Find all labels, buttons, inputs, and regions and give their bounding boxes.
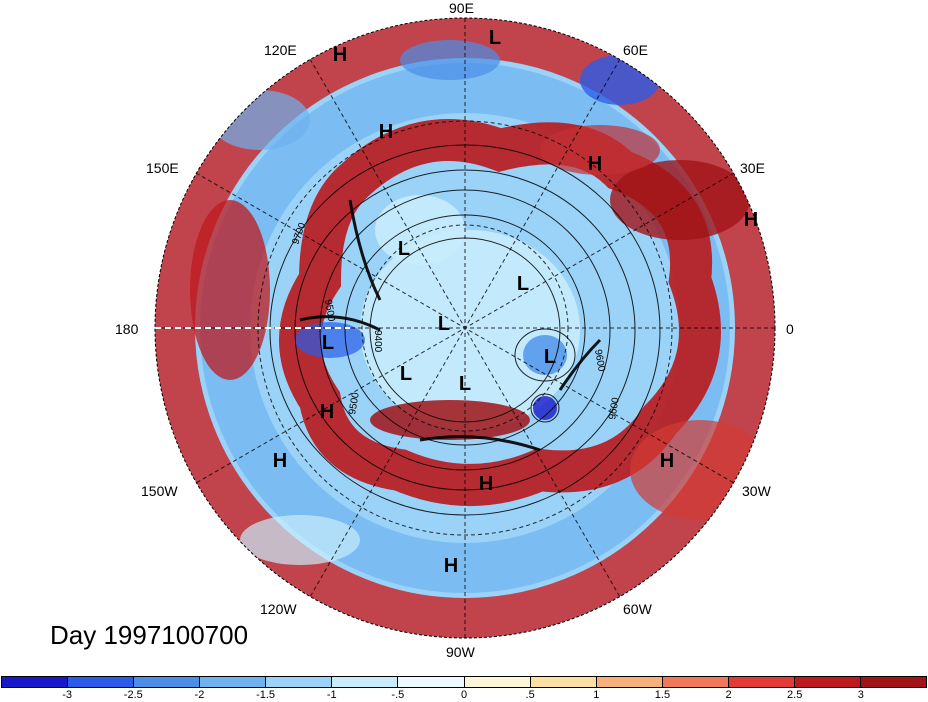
contour-label: 9600 — [607, 396, 622, 420]
colorbar-segment — [68, 677, 135, 687]
colorbar-segment — [398, 677, 465, 687]
colorbar-tick-label: -3 — [62, 689, 73, 701]
map-title: Day 1997100700 — [50, 620, 249, 650]
pressure-center-marker: L — [438, 313, 450, 335]
longitude-label-150e: 150E — [146, 160, 179, 176]
colorbar — [1, 676, 927, 688]
colorbar-segment — [134, 677, 201, 687]
colorbar-tick-label: -2.5 — [123, 689, 143, 701]
colorbar-tick-label: 0 — [460, 689, 468, 701]
contour-label: 9600 — [592, 349, 607, 373]
pressure-center-marker: L — [459, 373, 471, 395]
longitude-label-90w: 90W — [446, 644, 475, 660]
colorbar-segment — [530, 677, 597, 687]
pressure-center-marker: H — [660, 450, 674, 472]
pressure-center-marker: H — [333, 44, 347, 66]
pressure-center-marker: H — [444, 555, 458, 577]
pressure-center-marker: L — [400, 363, 412, 385]
longitude-label-60e: 60E — [623, 42, 648, 58]
longitude-label-150w: 150W — [141, 483, 178, 499]
longitude-label-30e: 30E — [740, 160, 765, 176]
pressure-center-marker: H — [379, 121, 393, 143]
colorbar-segment — [332, 677, 399, 687]
polar-map: 9700 9500 9400 9500 9600 9600 H L H H H … — [154, 17, 776, 639]
colorbar-segment — [794, 677, 862, 687]
longitude-label-0: 0 — [786, 321, 794, 337]
colorbar-segment — [464, 677, 531, 687]
longitude-label-120w: 120W — [260, 601, 297, 617]
colorbar-tick-label: 2.5 — [787, 689, 803, 701]
colorbar-tick-label: 1.5 — [654, 689, 671, 701]
pressure-center-marker: L — [489, 27, 501, 49]
pressure-center-marker: H — [479, 473, 493, 495]
colorbar-tick-label: -1.5 — [256, 689, 276, 701]
colorbar-segment — [266, 677, 333, 687]
longitude-label-90e: 90E — [449, 0, 474, 16]
colorbar-tick-label: 1 — [593, 689, 600, 701]
longitude-label-180: 180 — [115, 321, 139, 337]
colorbar-tick-label: -2 — [194, 689, 205, 701]
longitude-label-60w: 60W — [623, 601, 652, 617]
contour-label: 9500 — [347, 391, 362, 415]
contour-label: 9500 — [322, 299, 337, 323]
contour-label: 9400 — [372, 330, 383, 353]
anomaly-field — [155, 18, 775, 638]
colorbar-segment — [596, 677, 663, 687]
colorbar-segment — [2, 677, 69, 687]
pressure-center-marker: L — [544, 346, 556, 368]
pressure-center-marker: H — [588, 153, 602, 175]
colorbar-tick-label: 2 — [725, 689, 732, 701]
pressure-center-marker: L — [517, 273, 529, 295]
pressure-center-marker: L — [398, 238, 410, 260]
pressure-center-marker: H — [744, 209, 758, 231]
colorbar-segment — [662, 677, 729, 687]
pressure-center-marker: L — [322, 332, 334, 354]
colorbar-segment — [728, 677, 795, 687]
colorbar-tick-label: -.5 — [391, 689, 405, 701]
colorbar-tick-label: -1 — [326, 689, 337, 701]
pressure-center-marker: H — [320, 401, 334, 423]
colorbar-segment — [861, 677, 927, 687]
longitude-label-120e: 120E — [264, 42, 297, 58]
pressure-center-marker: H — [273, 450, 287, 472]
colorbar-tick-label: .5 — [525, 689, 535, 701]
colorbar-segment — [200, 677, 267, 687]
longitude-label-30w: 30W — [742, 483, 771, 499]
colorbar-tick-label: 3 — [857, 689, 864, 701]
